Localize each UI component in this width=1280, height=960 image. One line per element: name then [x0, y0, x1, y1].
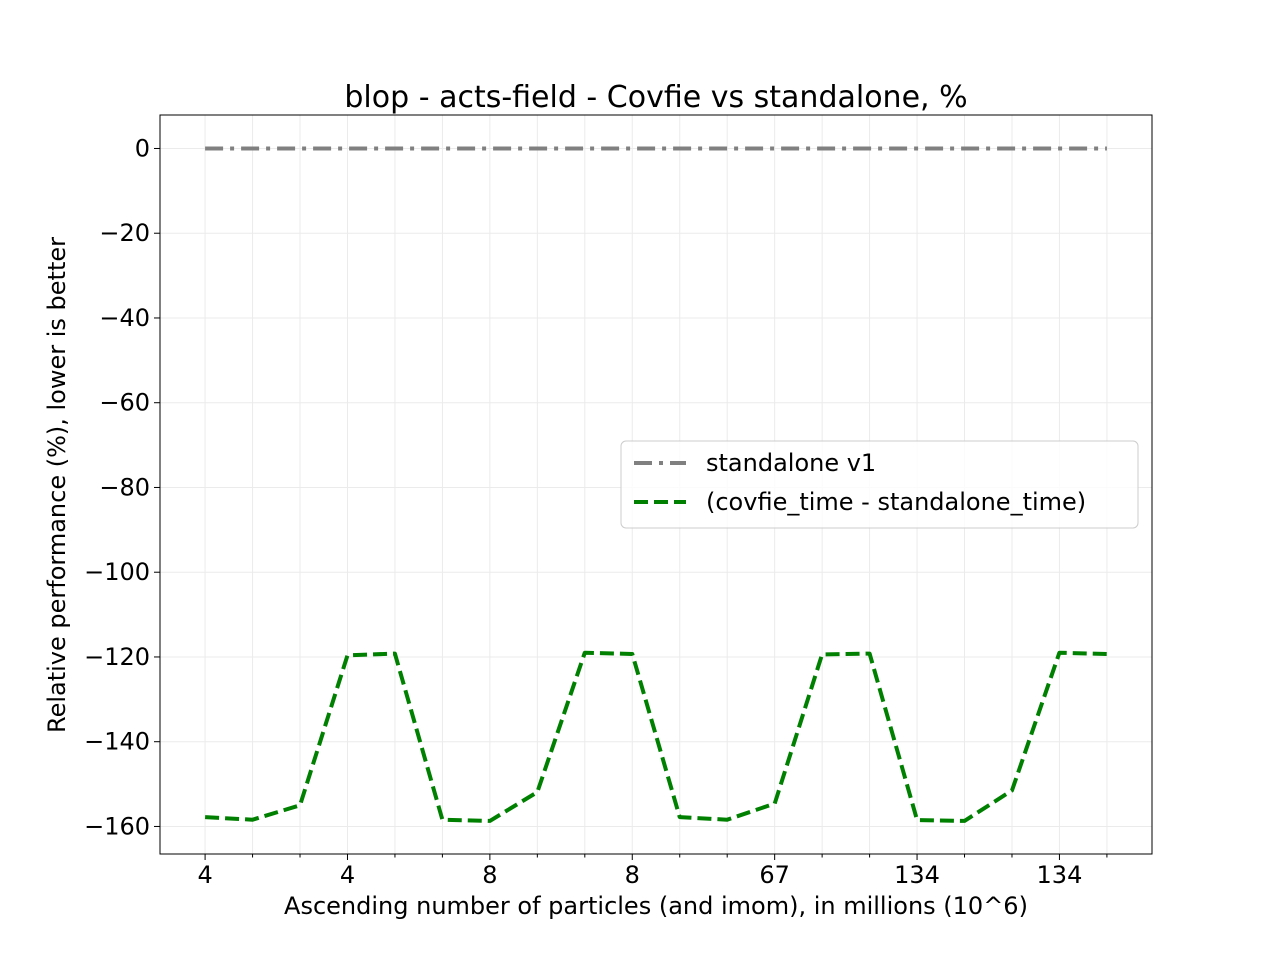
legend-box [620, 440, 1139, 529]
legend-label-standalone: standalone v1 [706, 449, 876, 477]
y-tick-label: −140 [84, 728, 150, 756]
y-tick-label: −40 [99, 304, 150, 332]
x-tick-label: 4 [197, 861, 212, 889]
y-tick-label: −20 [99, 219, 150, 247]
series-line-1 [204, 650, 1107, 823]
plot-frame [159, 114, 1153, 855]
legend: standalone v1 (covfie_time - standalone_… [620, 440, 1139, 529]
x-tick-label: 8 [625, 861, 640, 889]
x-tick-label: 8 [482, 861, 497, 889]
x-tick-label: 134 [894, 861, 940, 889]
x-tick-label: 134 [1037, 861, 1083, 889]
y-tick-label: 0 [135, 134, 150, 162]
y-tick-label: −120 [84, 643, 150, 671]
y-axis-label: Relative performance (%), lower is bette… [43, 237, 71, 733]
chart-title: blop - acts-field - Covfie vs standalone… [344, 80, 967, 115]
legend-label-difference: (covfie_time - standalone_time) [706, 488, 1086, 516]
series-layer [204, 146, 1107, 823]
y-tick-label: −80 [99, 473, 150, 501]
x-axis-label: Ascending number of particles (and imom)… [284, 892, 1028, 920]
x-tick-label: 4 [340, 861, 355, 889]
y-tick-label: −60 [99, 389, 150, 417]
x-tick-label: 67 [759, 861, 790, 889]
y-tick-label: −100 [84, 558, 150, 586]
ticks: 4 4 8 8 67 134 134 0 −20 −40 −60 −80 −100 −120 −140 −16… [84, 134, 1108, 889]
y-tick-label: −160 [84, 812, 150, 840]
